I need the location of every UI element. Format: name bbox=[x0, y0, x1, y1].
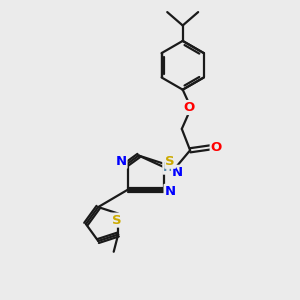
Text: S: S bbox=[165, 155, 175, 168]
Text: N: N bbox=[172, 166, 183, 179]
Text: O: O bbox=[211, 141, 222, 154]
Text: N: N bbox=[165, 185, 176, 198]
Text: O: O bbox=[184, 101, 195, 114]
Text: H: H bbox=[163, 161, 173, 174]
Text: N: N bbox=[116, 155, 127, 168]
Text: S: S bbox=[112, 214, 122, 226]
